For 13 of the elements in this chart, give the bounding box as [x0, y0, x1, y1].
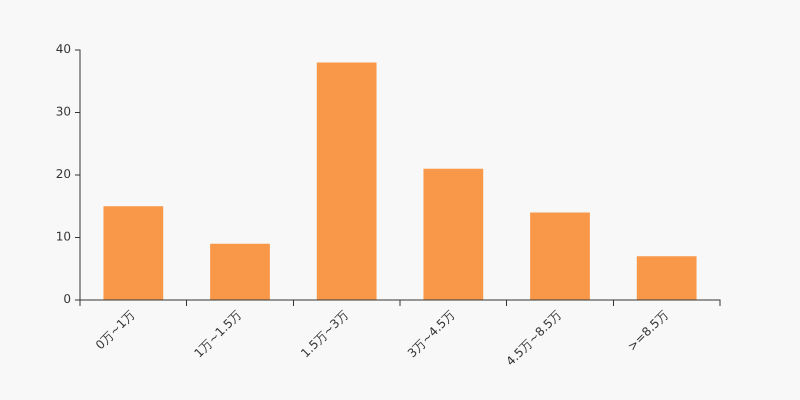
- y-tick-label: 10: [56, 230, 71, 244]
- bar: [636, 256, 697, 300]
- bar: [210, 244, 270, 300]
- bar: [103, 206, 164, 300]
- bar: [530, 212, 590, 300]
- y-tick-label: 20: [56, 167, 71, 182]
- y-tick-label: 0: [63, 292, 71, 306]
- y-tick-label: 40: [56, 42, 71, 56]
- y-tick-label: 30: [56, 104, 71, 119]
- bar: [316, 62, 377, 300]
- x-tick-label: 1.5万~3万: [298, 308, 351, 360]
- x-tick-label: 0万~1万: [92, 308, 138, 352]
- bar: [423, 168, 484, 300]
